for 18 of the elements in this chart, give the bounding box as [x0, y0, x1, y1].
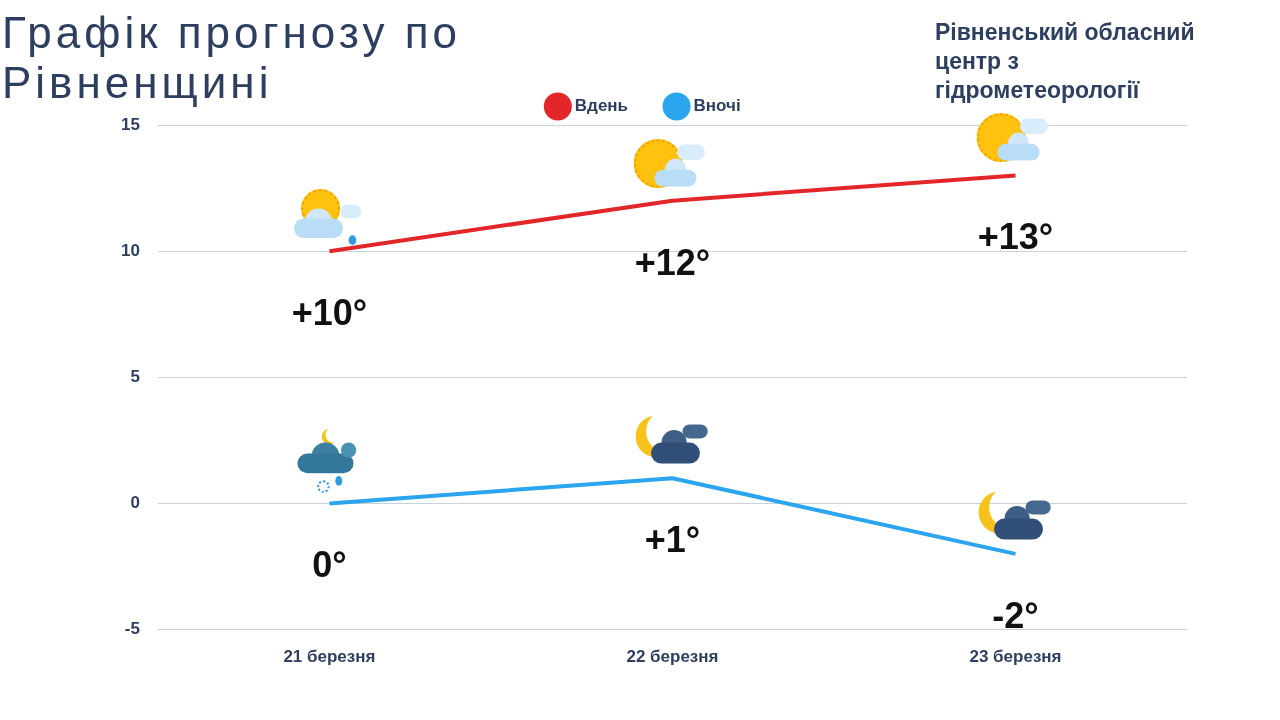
- y-tick-label: 10: [120, 240, 140, 260]
- x-tick-label: 22 березня: [626, 647, 719, 667]
- chart-title: Графік прогнозу по Рівненщині: [2, 8, 462, 107]
- text: Рівненський обласний центр з гідрометеорології: [935, 18, 1196, 105]
- data-label: +10°: [291, 292, 368, 334]
- data-label: +1°: [644, 519, 701, 561]
- y-tick-label: 15: [120, 114, 140, 134]
- data-label: -2°: [992, 594, 1039, 636]
- data-label: +13°: [977, 216, 1054, 258]
- y-tick-label: 5: [130, 366, 140, 386]
- x-tick-label: 21 березня: [283, 647, 376, 667]
- x-tick-label: 23 березня: [969, 647, 1062, 667]
- y-tick-label: 0: [130, 493, 140, 513]
- data-label: 0°: [312, 544, 347, 586]
- data-label: +12°: [634, 241, 711, 283]
- legend-label: Вдень: [574, 96, 629, 116]
- y-tick-label: -5: [124, 619, 140, 639]
- legend-label: Вночі: [693, 96, 741, 116]
